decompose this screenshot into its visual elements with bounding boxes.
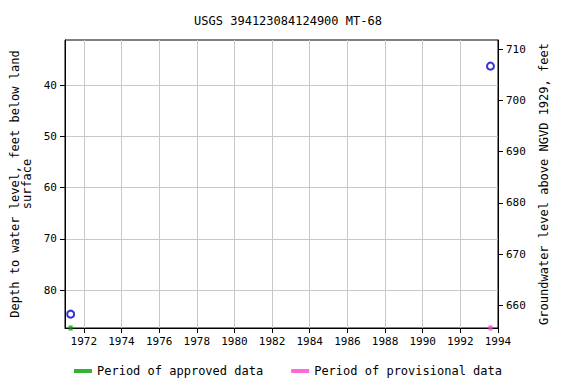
svg-text:60: 60 — [44, 181, 57, 194]
svg-text:40: 40 — [44, 79, 57, 92]
svg-text:1988: 1988 — [372, 335, 399, 348]
svg-text:710: 710 — [506, 43, 526, 56]
svg-text:1982: 1982 — [259, 335, 286, 348]
svg-text:80: 80 — [44, 284, 57, 297]
svg-text:1992: 1992 — [447, 335, 474, 348]
svg-text:660: 660 — [506, 299, 526, 312]
svg-text:700: 700 — [506, 94, 526, 107]
svg-text:USGS 394123084124900 MT-68: USGS 394123084124900 MT-68 — [194, 14, 382, 28]
svg-text:1984: 1984 — [296, 335, 323, 348]
svg-text:surface: surface — [20, 159, 34, 210]
svg-text:1994: 1994 — [485, 335, 512, 348]
svg-text:1974: 1974 — [108, 335, 135, 348]
svg-text:1972: 1972 — [71, 335, 98, 348]
svg-text:680: 680 — [506, 196, 526, 209]
svg-text:1980: 1980 — [221, 335, 248, 348]
svg-text:Depth to water level, feet bel: Depth to water level, feet below land — [7, 50, 22, 318]
svg-text:1978: 1978 — [184, 335, 211, 348]
svg-text:70: 70 — [44, 232, 57, 245]
svg-text:690: 690 — [506, 145, 526, 158]
svg-text:1990: 1990 — [409, 335, 436, 348]
svg-text:Period of provisional data: Period of provisional data — [314, 364, 502, 378]
svg-text:50: 50 — [44, 130, 57, 143]
svg-text:Groundwater level above NGVD 1: Groundwater level above NGVD 1929, feet — [537, 43, 551, 325]
svg-text:1986: 1986 — [334, 335, 361, 348]
svg-text:1976: 1976 — [146, 335, 173, 348]
svg-text:Period of approved data: Period of approved data — [97, 364, 263, 378]
svg-text:670: 670 — [506, 248, 526, 261]
